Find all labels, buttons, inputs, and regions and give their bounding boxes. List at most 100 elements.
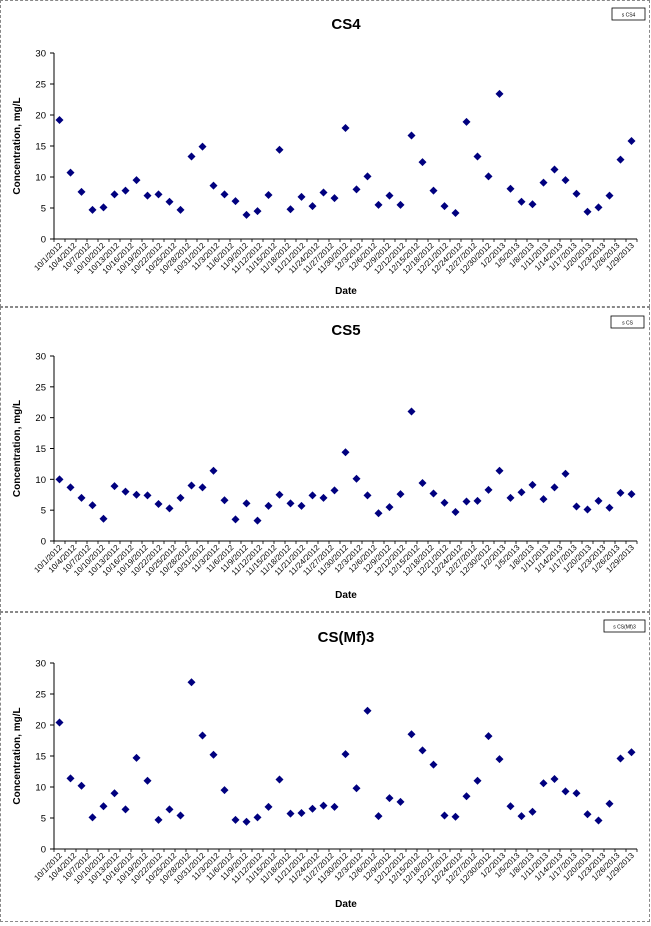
data-point — [451, 208, 460, 217]
data-point — [528, 200, 537, 209]
data-point — [143, 491, 152, 500]
data-point — [275, 145, 284, 154]
data-point — [627, 137, 636, 146]
data-point — [429, 489, 438, 498]
data-point — [154, 500, 163, 508]
data-point — [572, 189, 581, 198]
data-point — [462, 497, 471, 506]
data-point — [154, 190, 163, 199]
data-point — [627, 490, 636, 499]
data-point — [517, 812, 526, 821]
data-point — [187, 481, 196, 490]
y-tick-label: 25 — [35, 80, 46, 91]
data-point — [253, 207, 262, 216]
data-point — [88, 205, 97, 214]
data-point — [440, 498, 449, 507]
data-point — [583, 207, 592, 216]
data-point — [242, 499, 251, 508]
data-point — [110, 482, 119, 491]
data-point — [187, 678, 196, 687]
data-point — [616, 488, 625, 497]
data-point — [418, 746, 427, 755]
data-point — [484, 732, 493, 741]
data-point — [396, 490, 405, 499]
data-point — [297, 501, 306, 510]
data-point — [77, 493, 86, 502]
x-axis-title: Date — [335, 899, 357, 910]
data-point — [77, 187, 86, 196]
data-point — [88, 501, 97, 510]
data-point — [374, 509, 383, 518]
data-point — [407, 407, 416, 416]
data-point — [506, 184, 515, 193]
data-point — [341, 448, 350, 457]
data-point — [594, 496, 603, 505]
chart-panel-cs5: CS5 s CS 0 5 10 15 20 25 30 Concentration, mg/L 10… — [0, 307, 650, 612]
data-point — [396, 797, 405, 806]
data-point — [418, 479, 427, 488]
data-point — [374, 200, 383, 209]
data-point — [176, 811, 185, 820]
y-tick-label: 20 — [35, 111, 46, 122]
data-point — [264, 802, 273, 811]
data-point — [88, 813, 97, 822]
data-point — [418, 158, 427, 167]
data-point — [330, 802, 339, 811]
data-point — [55, 718, 64, 727]
data-point — [308, 202, 317, 211]
data-point — [572, 502, 581, 511]
data-point — [495, 89, 504, 98]
legend-label: s CS(Mf)3 — [613, 625, 636, 631]
data-point — [242, 817, 251, 826]
data-point — [253, 516, 262, 525]
data-point — [451, 812, 460, 821]
data-point — [143, 191, 152, 200]
data-point — [110, 789, 119, 798]
data-point — [605, 799, 614, 808]
data-point — [341, 750, 350, 759]
y-tick-label: 0 — [41, 845, 46, 856]
y-tick-label: 25 — [35, 382, 46, 393]
data-point — [462, 117, 471, 126]
data-point — [286, 205, 295, 214]
data-point — [253, 813, 262, 822]
data-point — [165, 805, 174, 814]
data-point — [264, 190, 273, 199]
data-point — [297, 192, 306, 201]
data-point — [484, 485, 493, 494]
data-point — [330, 194, 339, 203]
data-point — [220, 496, 229, 505]
y-axis-title: Concentration, mg/L — [12, 97, 23, 194]
data-point — [297, 809, 306, 818]
y-tick-label: 0 — [41, 537, 46, 548]
x-axis-title: Date — [335, 590, 357, 601]
data-point — [165, 197, 174, 206]
y-tick-label: 30 — [35, 659, 46, 670]
data-point — [561, 469, 570, 478]
data-point — [341, 124, 350, 133]
legend-label: s CS — [622, 321, 634, 327]
y-axis-title: Concentration, mg/L — [12, 400, 23, 497]
data-point — [528, 807, 537, 816]
data-point — [550, 165, 559, 174]
data-point — [506, 802, 515, 811]
data-point — [550, 774, 559, 783]
data-point — [506, 493, 515, 502]
chart-title: CS5 — [331, 322, 360, 339]
data-point — [616, 155, 625, 164]
y-tick-label: 15 — [35, 752, 46, 763]
data-point — [121, 487, 130, 496]
data-point — [187, 152, 196, 161]
legend-box — [603, 619, 646, 633]
data-point — [99, 514, 108, 523]
data-point — [99, 203, 108, 212]
data-point — [286, 499, 295, 508]
data-point — [66, 774, 75, 783]
data-point — [539, 178, 548, 187]
y-tick-label: 10 — [35, 783, 46, 794]
data-point — [242, 210, 251, 219]
y-tick-label: 15 — [35, 142, 46, 153]
data-point — [495, 466, 504, 475]
